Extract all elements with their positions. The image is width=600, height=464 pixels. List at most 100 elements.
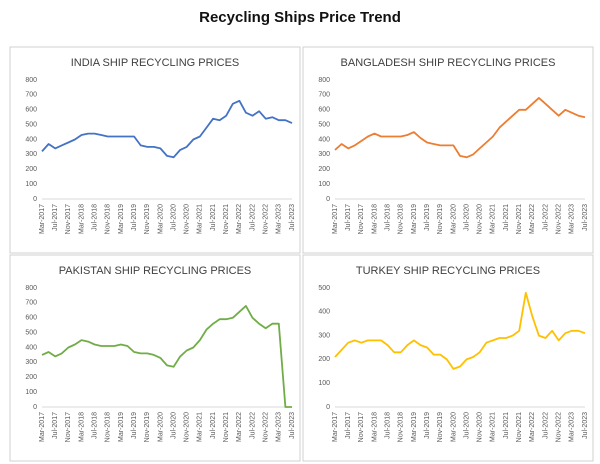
y-tick-label: 200: [25, 166, 37, 173]
x-tick-label: Mar-2022: [529, 204, 536, 234]
x-tick-label: Mar-2017: [39, 204, 46, 234]
y-tick-label: 400: [25, 136, 37, 143]
chart-title: TURKEY SHIP RECYCLING PRICES: [356, 265, 540, 277]
x-tick-label: Nov-2022: [556, 412, 563, 442]
x-tick-label: Jul-2018: [91, 412, 98, 439]
x-tick-label: Nov-2019: [144, 204, 151, 234]
x-tick-label: Mar-2021: [197, 412, 204, 442]
x-tick-label: Mar-2020: [157, 204, 164, 234]
x-tick-label: Nov-2018: [105, 204, 112, 234]
x-tick-label: Jul-2017: [52, 204, 59, 231]
y-tick-label: 200: [318, 356, 330, 363]
y-tick-label: 300: [318, 332, 330, 339]
y-tick-label: 400: [25, 344, 37, 351]
x-tick-label: Jul-2023: [582, 204, 589, 231]
x-tick-label: Mar-2021: [490, 412, 497, 442]
x-tick-label: Jul-2020: [463, 204, 470, 231]
y-tick-label: 500: [25, 329, 37, 336]
y-tick-label: 300: [318, 151, 330, 158]
x-tick-label: Mar-2018: [371, 204, 378, 234]
chart-title: BANGLADESH SHIP RECYCLING PRICES: [341, 57, 556, 69]
x-tick-label: Jul-2019: [424, 412, 431, 439]
x-tick-label: Jul-2017: [52, 412, 59, 439]
x-tick-label: Mar-2020: [157, 412, 164, 442]
x-tick-label: Mar-2020: [450, 412, 457, 442]
y-tick-label: 0: [326, 196, 330, 203]
panel-frame: [302, 254, 594, 462]
x-tick-label: Jul-2022: [249, 412, 256, 439]
x-tick-label: Nov-2017: [358, 204, 365, 234]
x-tick-label: Nov-2018: [398, 204, 405, 234]
x-tick-label: Nov-2021: [223, 204, 230, 234]
x-tick-label: Jul-2017: [345, 412, 352, 439]
x-tick-label: Nov-2020: [184, 412, 191, 442]
y-tick-label: 0: [326, 404, 330, 411]
line-series: [41, 99, 293, 159]
x-tick-label: Nov-2017: [65, 204, 72, 234]
x-tick-label: Nov-2021: [516, 204, 523, 234]
x-tick-label: Mar-2021: [197, 204, 204, 234]
x-tick-label: Mar-2017: [332, 412, 339, 442]
x-tick-label: Mar-2021: [490, 204, 497, 234]
x-tick-label: Jul-2020: [170, 412, 177, 439]
x-tick-label: Nov-2018: [398, 412, 405, 442]
x-tick-label: Jul-2020: [463, 412, 470, 439]
x-tick-label: Mar-2022: [236, 412, 243, 442]
x-tick-label: Jul-2021: [210, 412, 217, 439]
x-tick-label: Nov-2019: [437, 412, 444, 442]
x-tick-label: Jul-2023: [289, 412, 296, 439]
x-tick-label: Nov-2022: [556, 204, 563, 234]
x-tick-label: Jul-2020: [170, 204, 177, 231]
y-tick-label: 600: [25, 107, 37, 114]
y-tick-label: 100: [25, 389, 37, 396]
x-tick-label: Mar-2020: [450, 204, 457, 234]
x-tick-label: Nov-2021: [223, 412, 230, 442]
y-tick-label: 800: [25, 77, 37, 84]
x-tick-label: Jul-2021: [503, 204, 510, 231]
x-tick-label: Jul-2019: [131, 204, 138, 231]
y-tick-label: 400: [318, 309, 330, 316]
x-tick-label: Nov-2020: [477, 412, 484, 442]
x-tick-label: Nov-2018: [105, 412, 112, 442]
x-tick-label: Nov-2019: [144, 412, 151, 442]
panel-frame: [9, 254, 301, 462]
x-tick-label: Jul-2022: [542, 412, 549, 439]
y-tick-label: 700: [25, 92, 37, 99]
y-tick-label: 300: [25, 359, 37, 366]
y-tick-label: 600: [25, 315, 37, 322]
x-tick-label: Jul-2018: [91, 204, 98, 231]
x-tick-label: Jul-2019: [131, 412, 138, 439]
x-tick-label: Mar-2017: [332, 204, 339, 234]
y-tick-label: 100: [25, 181, 37, 188]
y-tick-label: 500: [318, 121, 330, 128]
chart-title: PAKISTAN SHIP RECYCLING PRICES: [59, 265, 252, 277]
x-tick-label: Nov-2022: [263, 204, 270, 234]
page-title: Recycling Ships Price Trend: [199, 9, 401, 26]
y-tick-label: 500: [25, 121, 37, 128]
y-tick-label: 300: [25, 151, 37, 158]
chart-title: INDIA SHIP RECYCLING PRICES: [71, 57, 240, 69]
x-tick-label: Mar-2022: [236, 204, 243, 234]
x-tick-label: Jul-2018: [384, 204, 391, 231]
x-tick-label: Nov-2017: [65, 412, 72, 442]
x-tick-label: Jul-2021: [210, 204, 217, 231]
y-tick-label: 0: [33, 404, 37, 411]
x-tick-label: Nov-2022: [263, 412, 270, 442]
x-tick-label: Jul-2022: [249, 204, 256, 231]
x-tick-label: Nov-2017: [358, 412, 365, 442]
y-tick-label: 600: [318, 107, 330, 114]
y-tick-label: 700: [25, 300, 37, 307]
x-tick-label: Jul-2019: [424, 204, 431, 231]
x-tick-label: Mar-2019: [118, 204, 125, 234]
x-tick-label: Mar-2019: [411, 412, 418, 442]
x-tick-label: Nov-2019: [437, 204, 444, 234]
x-tick-label: Nov-2020: [184, 204, 191, 234]
y-tick-label: 200: [318, 166, 330, 173]
x-tick-label: Nov-2021: [516, 412, 523, 442]
panel-frame: [302, 46, 594, 254]
y-tick-label: 800: [25, 285, 37, 292]
y-tick-label: 800: [318, 77, 330, 84]
x-tick-label: Mar-2019: [118, 412, 125, 442]
x-tick-label: Mar-2019: [411, 204, 418, 234]
